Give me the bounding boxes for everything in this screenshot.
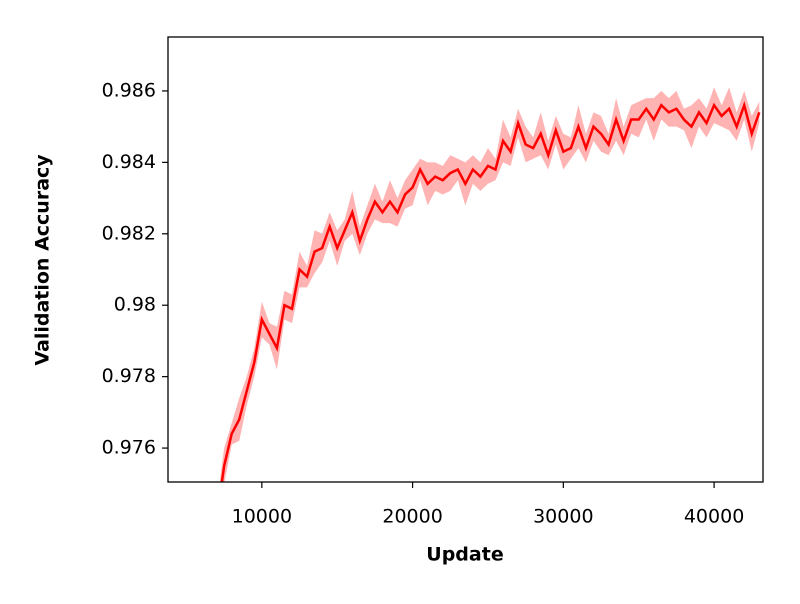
y-axis-label: Validation Accuracy (32, 154, 54, 366)
y-tick-label: 0.982 (102, 222, 156, 244)
y-tick-label: 0.978 (102, 365, 156, 387)
confidence-band (219, 87, 760, 482)
x-tick-label: 20000 (382, 506, 442, 528)
plot-area (219, 87, 761, 482)
line (220, 100, 761, 482)
x-axis-label: Update (426, 544, 503, 566)
x-tick-label: 30000 (533, 506, 593, 528)
axes-frame (167, 36, 764, 483)
x-tick-label: 10000 (232, 506, 292, 528)
y-tick-label: 0.986 (102, 79, 156, 101)
y-tick-label: 0.98 (114, 294, 156, 316)
x-tick-label: 40000 (684, 506, 744, 528)
y-tick-label: 0.984 (102, 151, 156, 173)
y-tick-label: 0.976 (102, 437, 156, 459)
